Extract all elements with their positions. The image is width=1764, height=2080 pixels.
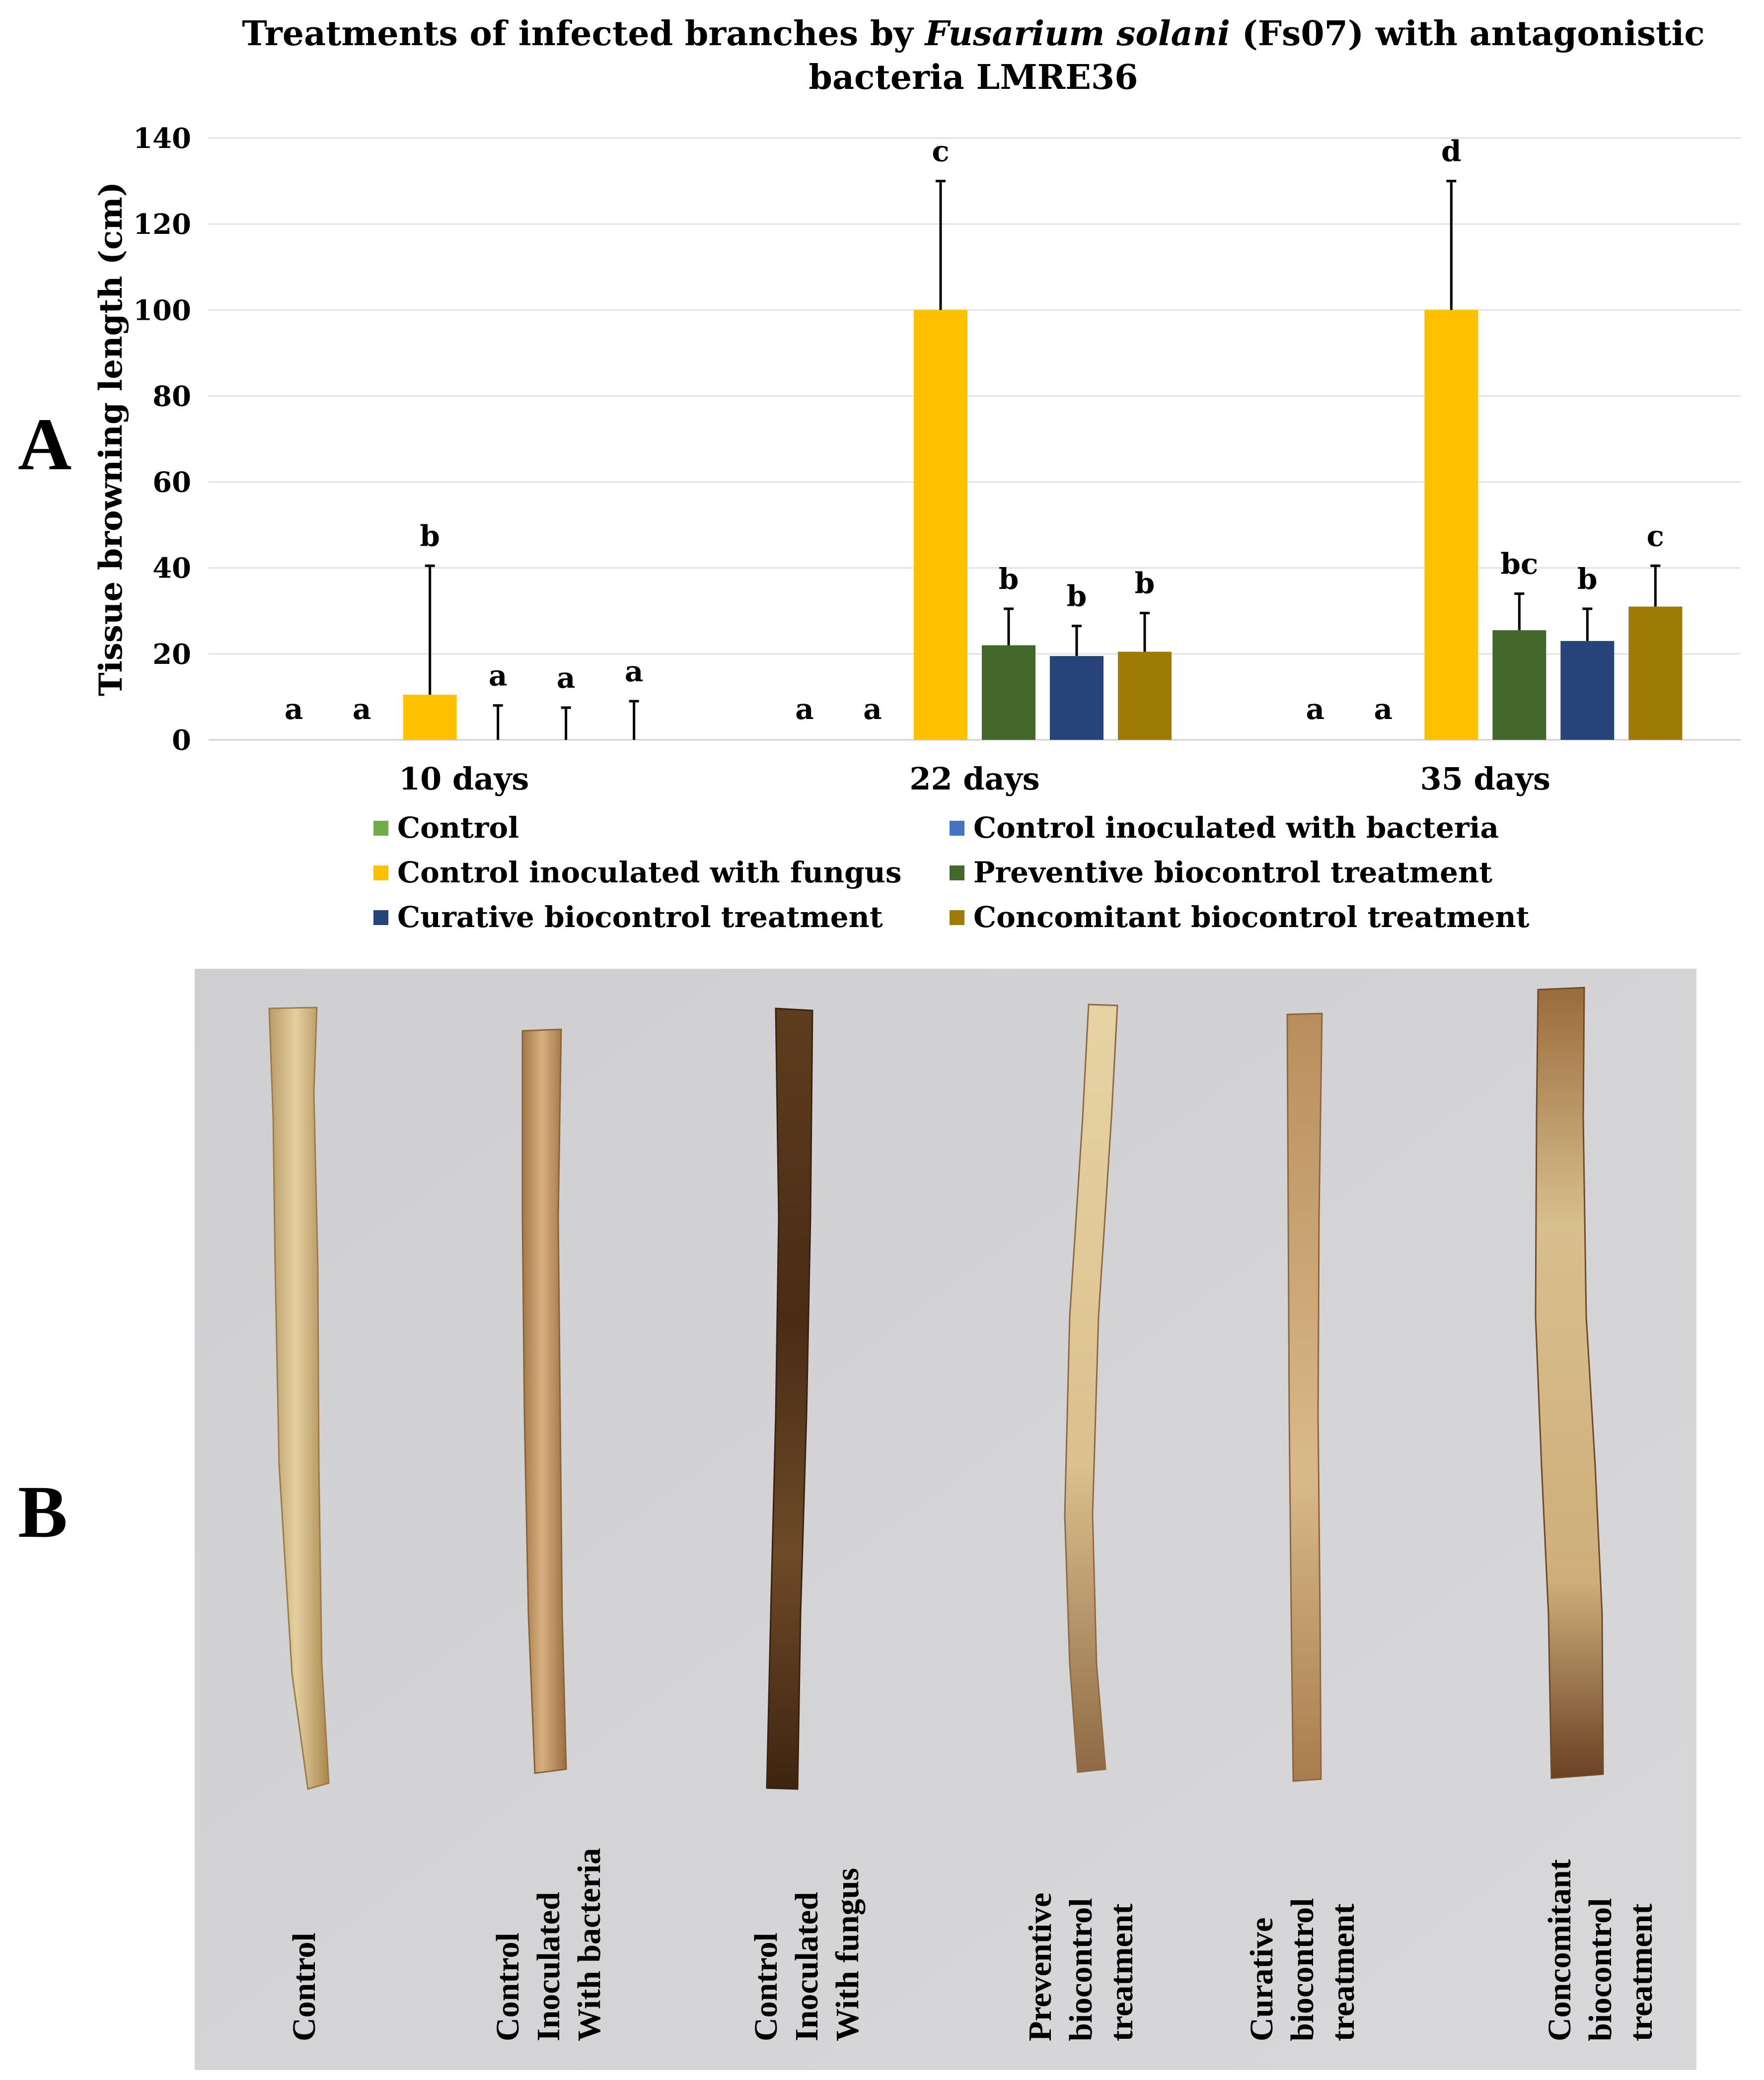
bar	[1492, 630, 1546, 740]
significance-letter: b	[999, 562, 1019, 596]
branch-curative	[1286, 1012, 1323, 1782]
x-category-label: 35 days	[1420, 761, 1550, 797]
legend-label: Control inoculated with bacteria	[973, 811, 1499, 845]
legend-item: Concomitant biocontrol treatment	[950, 900, 1530, 934]
significance-letter: b	[1577, 562, 1598, 596]
y-tick-label: 20	[152, 638, 191, 671]
significance-letter: b	[1067, 579, 1087, 613]
legend-swatch	[950, 910, 964, 925]
significance-letter: b	[420, 519, 440, 553]
bar	[914, 310, 967, 740]
legend-label: Concomitant biocontrol treatment	[973, 900, 1530, 934]
legend-swatch	[373, 821, 388, 836]
legend-item: Control	[373, 810, 519, 845]
legend-swatch	[950, 821, 964, 836]
significance-letter: a	[557, 661, 576, 695]
photo-label: Preventive biocontrol treatment	[1022, 1892, 1140, 2041]
significance-letter: c	[1647, 519, 1664, 553]
significance-letter: a	[285, 692, 303, 726]
branch-bacteria	[521, 1028, 567, 1774]
branch-concomitant	[1535, 987, 1604, 1779]
y-tick-label: 0	[172, 724, 191, 757]
photo-label: Curative biocontrol treatment	[1244, 1898, 1361, 2041]
photo-label: Control Inoculated With fungus	[748, 1867, 866, 2041]
y-axis-label: Tissue browning length (cm)	[92, 182, 130, 696]
photo-label: Control	[286, 1933, 322, 2041]
y-tick-label: 140	[133, 122, 191, 155]
branch-preventive	[1064, 1004, 1118, 1773]
branch-photo: Control Control Inoculated With bacteria C…	[195, 969, 1696, 2070]
significance-letter: a	[625, 654, 644, 688]
branch-control	[268, 1006, 330, 1790]
significance-letter: a	[863, 692, 882, 726]
bar	[1118, 651, 1172, 740]
chart-title: Treatments of infected branches by Fusar…	[189, 12, 1758, 99]
bar	[1050, 656, 1103, 740]
legend-label: Control	[397, 811, 519, 845]
bar	[1424, 310, 1478, 740]
significance-letter: a	[353, 692, 371, 726]
significance-letter: a	[795, 692, 814, 726]
legend-label: Control inoculated with fungus	[397, 856, 902, 889]
significance-letter: a	[489, 659, 508, 693]
significance-letter: c	[932, 135, 949, 168]
x-category-label: 10 days	[399, 761, 529, 797]
photo-label: Concomitant biocontrol treatment	[1542, 1859, 1659, 2041]
branch-fungus	[766, 1007, 813, 1790]
photo-label: Control Inoculated With bacteria	[490, 1848, 607, 2041]
significance-letter: d	[1441, 135, 1462, 168]
branch-photo-illustration	[195, 969, 1696, 2070]
bar	[982, 645, 1035, 740]
legend-swatch	[373, 865, 388, 880]
significance-letter: a	[1306, 692, 1325, 726]
legend-swatch	[950, 865, 964, 880]
bar	[1628, 606, 1683, 740]
significance-letter: b	[1135, 567, 1155, 600]
panel-label-a: A	[18, 403, 72, 486]
significance-letter: a	[1374, 692, 1393, 726]
y-tick-label: 100	[133, 294, 191, 327]
legend-item: Preventive biocontrol treatment	[950, 855, 1492, 890]
y-tick-label: 60	[152, 466, 191, 499]
bar	[403, 695, 457, 740]
legend-item: Curative biocontrol treatment	[373, 900, 883, 934]
x-category-label: 22 days	[909, 761, 1039, 797]
chart-title-line-1: Treatments of infected branches by Fusar…	[242, 14, 1705, 54]
legend-label: Curative biocontrol treatment	[397, 900, 883, 934]
bar	[1560, 641, 1615, 740]
y-tick-label: 120	[133, 208, 191, 241]
legend-item: Control inoculated with fungus	[373, 855, 901, 890]
legend-label: Preventive biocontrol treatment	[973, 856, 1493, 889]
y-tick-label: 80	[152, 380, 191, 413]
legend-swatch	[373, 910, 388, 925]
y-tick-label: 40	[152, 552, 191, 585]
legend-item: Control inoculated with bacteria	[950, 810, 1499, 845]
chart-title-line-2: bacteria LMRE36	[808, 58, 1138, 97]
significance-letter: bc	[1500, 547, 1538, 581]
panel-label-b: B	[18, 1471, 68, 1553]
